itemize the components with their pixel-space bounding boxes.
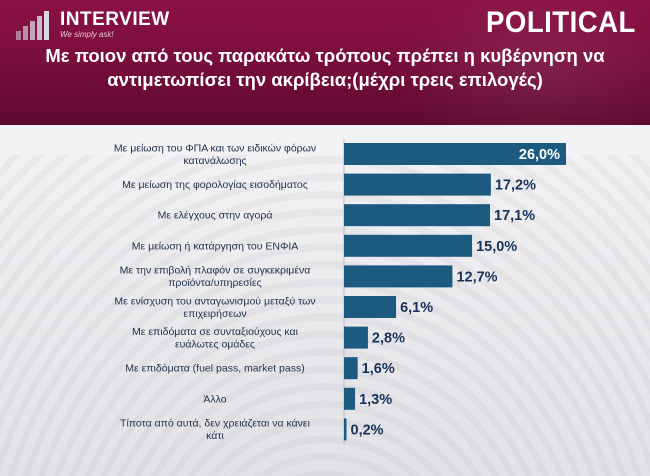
value-label: 0,2%: [351, 422, 384, 438]
bars-logo-icon: [16, 10, 54, 40]
bar: [344, 387, 356, 410]
category-label: Με επιδόματα (fuel pass, market pass): [125, 363, 304, 375]
bar: [344, 143, 566, 165]
value-label: 12,7%: [456, 269, 497, 285]
category-label: Με την επιβολή πλαφόν σε συγκεκριμένα προ…: [120, 265, 311, 290]
value-label: 2,8%: [372, 331, 405, 347]
category-label: Με επιδόματα σε συνταξιούχους και ευάλωτε…: [132, 326, 299, 351]
bar: [344, 204, 491, 227]
value-label: 1,6%: [362, 361, 395, 377]
chart-title: Με ποιον από τους παρακάτω τρόπους πρέπε…: [45, 45, 605, 90]
bar: [344, 296, 397, 318]
bar: [344, 265, 453, 288]
value-label: 26,0%: [519, 147, 560, 163]
category-label: Άλλο: [203, 393, 226, 405]
value-label: 6,1%: [400, 300, 433, 316]
interview-logo: INTERVIEW We simply ask!: [16, 10, 170, 40]
bar: [344, 173, 491, 196]
bar: [344, 418, 347, 441]
value-label: 17,1%: [494, 208, 535, 224]
value-label: 15,0%: [476, 239, 517, 255]
category-label: Τίποτα από αυτά, δεν χρειάζεται να κάνει…: [120, 418, 311, 443]
value-label: 17,2%: [495, 178, 536, 194]
value-label: 1,3%: [359, 392, 392, 408]
bar-chart: Με μείωση του ΦΠΑ και των ειδικών φόρων κ…: [114, 139, 566, 445]
category-label: Με ελέγχους στην αγορά: [158, 210, 273, 222]
brand-name: INTERVIEW: [60, 9, 170, 30]
publisher-logo: POLITICAL: [486, 6, 636, 39]
bar: [344, 234, 473, 257]
header-banner: INTERVIEW We simply ask! POLITICAL Με πο…: [0, 0, 650, 125]
category-label: Με μείωση της φορολογίας εισοδήματος: [122, 179, 308, 191]
brand-tagline: We simply ask!: [60, 30, 114, 39]
category-label: Με μείωση ή κατάργηση του ΕΝΦΙΑ: [132, 240, 299, 252]
bar: [344, 326, 368, 349]
bar: [344, 357, 358, 380]
category-label: Με ενίσχυση του ανταγωνισμού μεταξύ των ε…: [114, 295, 315, 320]
chart-area: Με μείωση του ΦΠΑ και των ειδικών φόρων κ…: [0, 125, 650, 476]
category-label: Με μείωση του ΦΠΑ και των ειδικών φόρων κ…: [114, 142, 316, 167]
